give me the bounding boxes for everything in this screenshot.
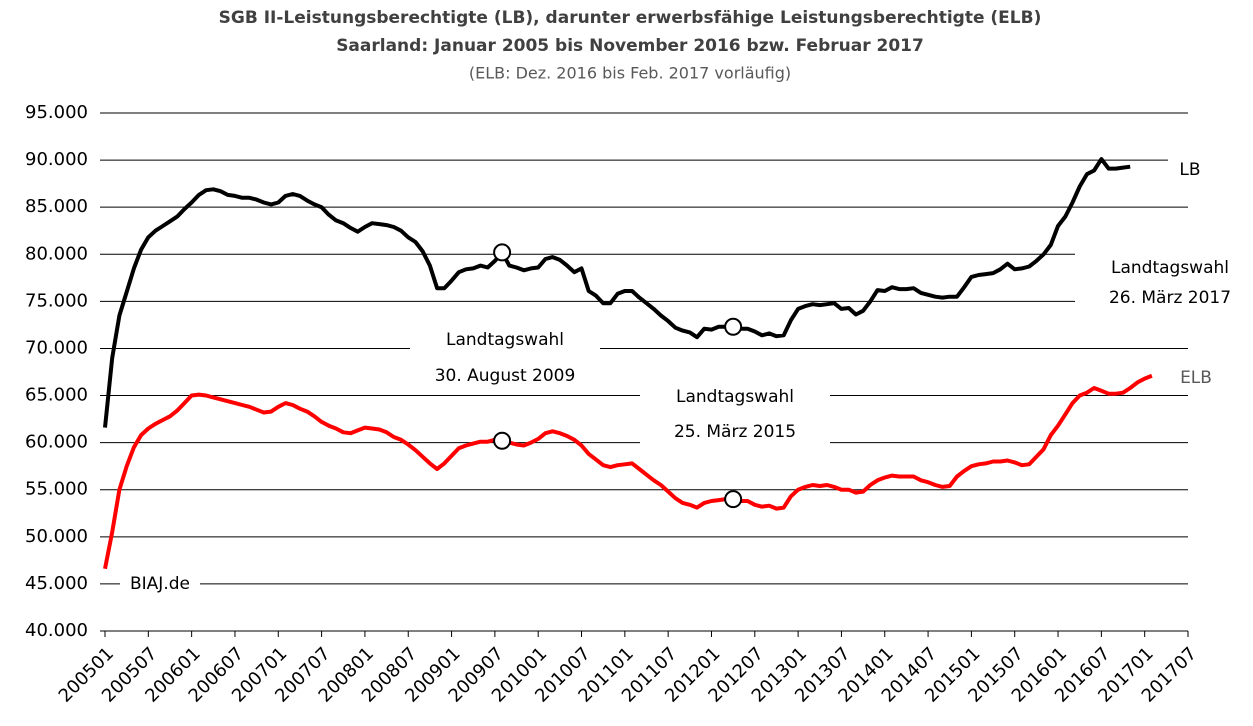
y-tick-label: 70.000 [25,337,88,358]
y-tick-label: 85.000 [25,196,88,217]
label-background [1168,158,1212,182]
series-label: LB [1179,160,1200,180]
annotation: Landtagswahl [676,387,794,407]
y-tick-label: 60.000 [25,432,88,453]
chart-subtitle: Saarland: Januar 2005 bis November 2016 … [336,36,924,56]
y-tick-label: 40.000 [25,620,88,641]
y-tick-label: 50.000 [25,526,88,547]
chart-note: (ELB: Dez. 2016 bis Feb. 2017 vorläufig) [469,64,791,83]
y-tick-label: 55.000 [25,479,88,500]
y-tick-label: 80.000 [25,243,88,264]
y-tick-label: 90.000 [25,149,88,170]
y-tick-label: 45.000 [25,573,88,594]
y-tick-label: 65.000 [25,385,88,406]
label-background [120,571,200,596]
election-marker [493,431,512,450]
election-marker [724,317,743,336]
annotation: 26. März 2017 [1109,288,1231,308]
label-background [1174,366,1218,390]
election-marker [493,243,512,262]
label-background [410,325,600,391]
source: BIAJ.de [130,574,190,594]
label-background [1075,253,1253,313]
y-tick-label: 75.000 [25,290,88,311]
annotation: 30. August 2009 [435,366,576,386]
y-tick-label: 95.000 [25,102,88,123]
annotation: 25. März 2015 [674,422,796,442]
series-line [103,373,1153,570]
series-line [103,157,1131,428]
election-marker [724,490,743,509]
annotation: Landtagswahl [1111,258,1229,278]
annotation: Landtagswahl [446,330,564,350]
series-label: ELB [1180,368,1212,388]
label-background [640,382,830,447]
chart-title: SGB II-Leistungsberechtigte (LB), darunt… [219,8,1042,28]
